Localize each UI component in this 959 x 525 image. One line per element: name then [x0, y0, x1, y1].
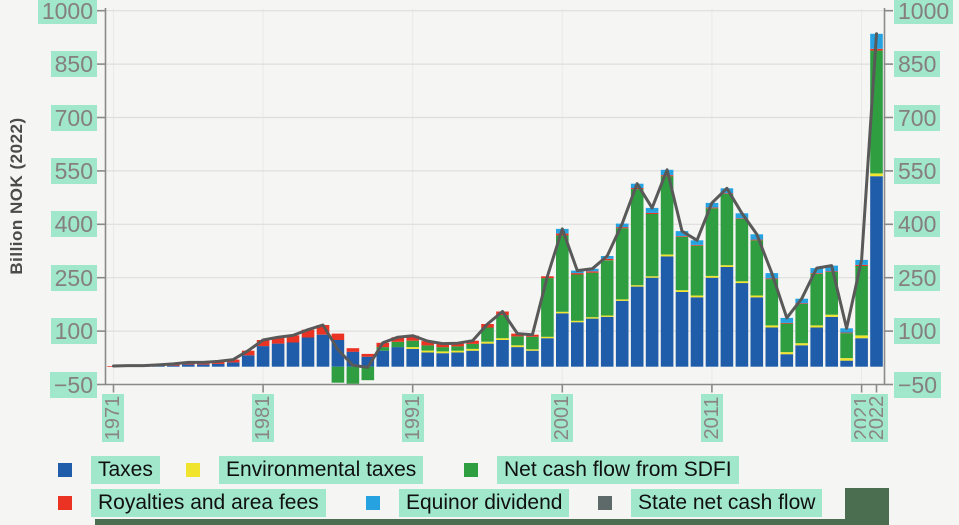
y-tick-label: 700 [50, 104, 97, 131]
x-tick-label: 2022 [865, 393, 888, 443]
footer-accent-block [845, 488, 889, 525]
y-tick-label: 700 [894, 104, 941, 131]
y-axis-labels-left: −50 100 250 400 550 700 850 1000 [0, 0, 100, 460]
legend-label-equinor-dividend: Equinor dividend [399, 489, 570, 517]
equinor-dividend-swatch-icon [366, 496, 380, 510]
y-tick-label: 1000 [37, 0, 97, 24]
footer-divider [95, 519, 889, 525]
y-tick-label: 100 [50, 318, 97, 345]
legend-label-sdfi: Net cash flow from SDFI [497, 456, 739, 484]
royalties-swatch-icon [58, 496, 72, 510]
x-tick-label: 2011 [700, 394, 723, 442]
y-tick-label: 250 [894, 264, 941, 291]
y-tick-label: 550 [894, 157, 941, 184]
state-net-cash-flow-swatch-icon [598, 496, 612, 510]
y-axis-labels-right: −50 100 250 400 550 700 850 1000 [892, 0, 959, 460]
environmental-taxes-swatch-icon [186, 463, 200, 477]
x-tick-label: 1981 [252, 393, 275, 443]
y-tick-label: 100 [894, 318, 941, 345]
taxes-swatch-icon [58, 463, 72, 477]
legend-label-royalties: Royalties and area fees [91, 489, 326, 517]
y-tick-label: 550 [50, 157, 97, 184]
x-tick-label: 2001 [551, 393, 574, 443]
y-tick-label: 400 [894, 211, 941, 238]
legend-label-taxes: Taxes [91, 456, 160, 484]
y-tick-label: −50 [49, 371, 97, 398]
y-tick-label: 400 [50, 211, 97, 238]
y-tick-label: 850 [894, 51, 941, 78]
y-tick-label: 250 [50, 264, 97, 291]
x-tick-label: 1991 [401, 393, 424, 443]
x-tick-label: 1971 [102, 393, 125, 443]
sdfi-swatch-icon [464, 463, 478, 477]
y-tick-label: −50 [894, 371, 942, 398]
y-tick-label: 1000 [894, 0, 954, 24]
legend-label-state-net-cash-flow: State net cash flow [631, 489, 823, 517]
y-tick-label: 850 [50, 51, 97, 78]
legend-label-environmental-taxes: Environmental taxes [219, 456, 424, 484]
